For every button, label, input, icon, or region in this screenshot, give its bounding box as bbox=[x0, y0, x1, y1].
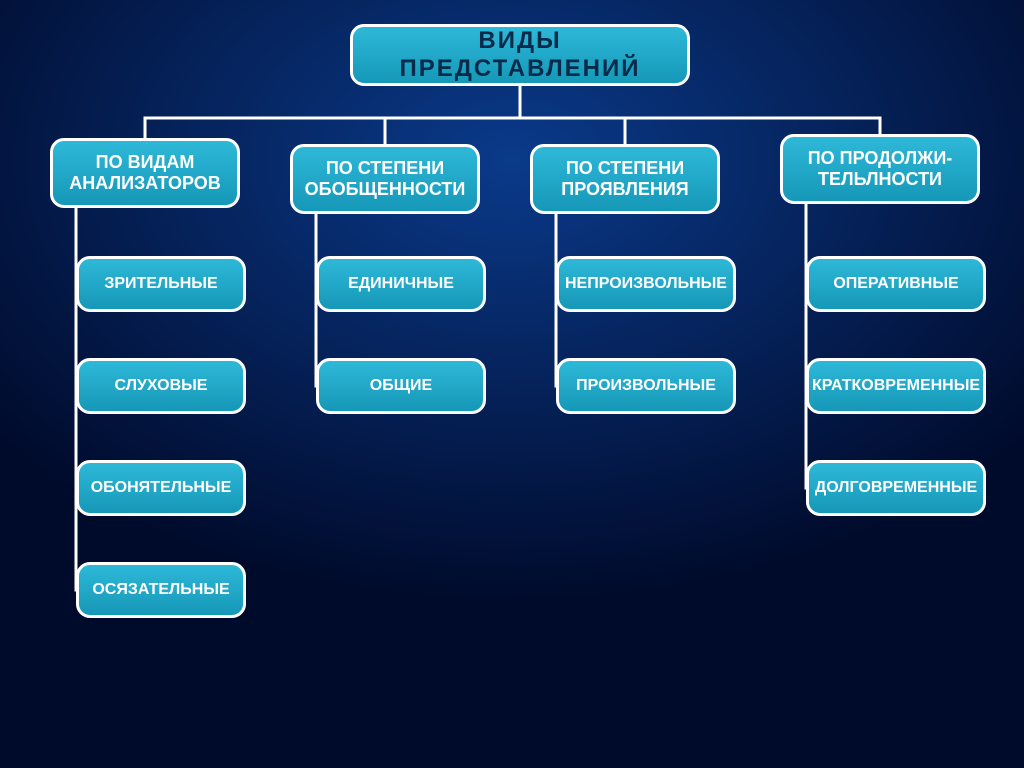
root-node: ВИДЫ ПРЕДСТАВЛЕНИЙ bbox=[350, 24, 690, 86]
cat-manifestation: ПО СТЕПЕНИ ПРОЯВЛЕНИЯ bbox=[530, 144, 720, 214]
leaf-tactile: ОСЯЗАТЕЛЬНЫЕ bbox=[76, 562, 246, 618]
leaf-longterm: ДОЛГОВРЕМЕННЫЕ bbox=[806, 460, 986, 516]
leaf-voluntary: ПРОИЗВОЛЬНЫЕ bbox=[556, 358, 736, 414]
leaf-olfactory: ОБОНЯТЕЛЬНЫЕ bbox=[76, 460, 246, 516]
diagram-stage: ВИДЫ ПРЕДСТАВЛЕНИЙ ПО ВИДАМ АНАЛИЗАТОРОВ З… bbox=[0, 0, 1024, 768]
leaf-general: ОБЩИЕ bbox=[316, 358, 486, 414]
leaf-individual: ЕДИНИЧНЫЕ bbox=[316, 256, 486, 312]
cat-generality: ПО СТЕПЕНИ ОБОБЩЕННОСТИ bbox=[290, 144, 480, 214]
leaf-auditory: СЛУХОВЫЕ bbox=[76, 358, 246, 414]
leaf-shortterm: КРАТКОВРЕМЕННЫЕ bbox=[806, 358, 986, 414]
leaf-visual: ЗРИТЕЛЬНЫЕ bbox=[76, 256, 246, 312]
cat-duration: ПО ПРОДОЛЖИ- ТЕЛЬЛНОСТИ bbox=[780, 134, 980, 204]
cat-analyzers: ПО ВИДАМ АНАЛИЗАТОРОВ bbox=[50, 138, 240, 208]
leaf-operative: ОПЕРАТИВНЫЕ bbox=[806, 256, 986, 312]
leaf-involuntary: НЕПРОИЗВОЛЬНЫЕ bbox=[556, 256, 736, 312]
